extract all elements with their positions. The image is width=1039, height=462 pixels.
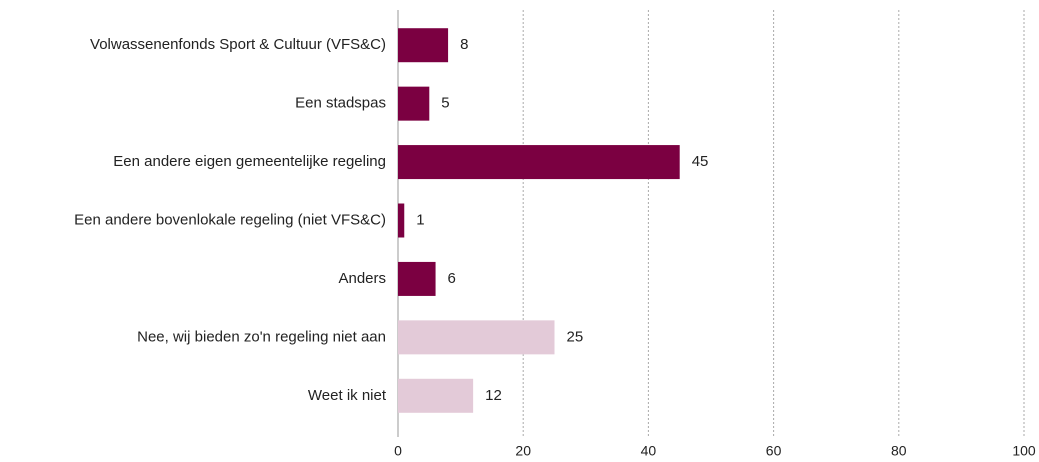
y-tick-label: Weet ik niet xyxy=(308,387,387,404)
value-label: 8 xyxy=(460,36,468,53)
y-tick-label: Anders xyxy=(338,270,386,287)
y-tick-label: Een stadspas xyxy=(295,95,386,112)
bar xyxy=(398,203,405,238)
x-tick-label: 60 xyxy=(766,443,782,459)
x-tick-label: 100 xyxy=(1012,443,1036,459)
y-tick-label: Volwassenenfonds Sport & Cultuur (VFS&C) xyxy=(90,36,386,53)
bar xyxy=(398,28,449,63)
bar xyxy=(398,378,474,413)
y-tick-label: Nee, wij bieden zo'n regeling niet aan xyxy=(137,328,386,345)
value-label: 1 xyxy=(416,211,424,228)
bar xyxy=(398,86,430,121)
bar xyxy=(398,145,680,180)
bar xyxy=(398,261,436,296)
y-tick-label: Een andere eigen gemeentelijke regeling xyxy=(113,153,386,170)
value-label: 12 xyxy=(485,387,502,404)
value-label: 5 xyxy=(441,95,449,112)
bar xyxy=(398,320,555,355)
value-label: 25 xyxy=(567,328,584,345)
x-tick-label: 20 xyxy=(515,443,531,459)
x-tick-label: 80 xyxy=(891,443,907,459)
value-label: 6 xyxy=(448,270,456,287)
x-tick-label: 40 xyxy=(641,443,657,459)
value-label: 45 xyxy=(692,153,709,170)
x-tick-label: 0 xyxy=(394,443,402,459)
y-tick-label: Een andere bovenlokale regeling (niet VF… xyxy=(74,211,386,228)
